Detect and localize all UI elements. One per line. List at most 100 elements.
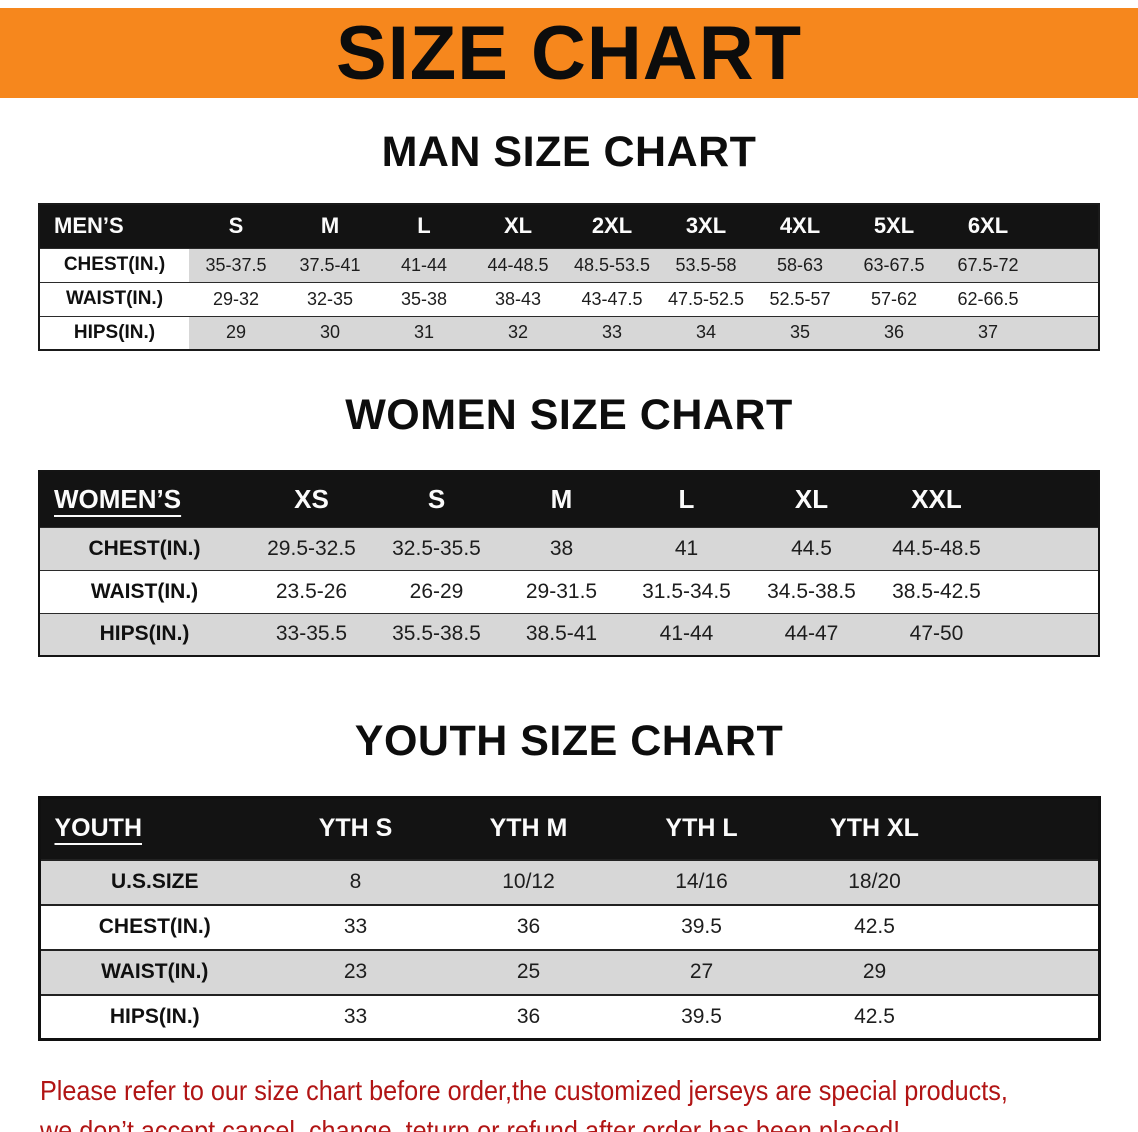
men-col-header-l: L xyxy=(377,204,471,248)
size-cell: 37.5-41 xyxy=(283,248,377,282)
row-label: HIPS(IN.) xyxy=(73,321,156,343)
women-table-corner-label: WOMEN’S xyxy=(39,471,249,527)
size-cell: 38.5-41 xyxy=(499,613,624,656)
size-cell: 32-35 xyxy=(306,288,354,309)
size-cell: 39.5 xyxy=(681,1004,722,1028)
size-cell: 32.5-35.5 xyxy=(374,527,499,570)
men-col-header-4xl: 4XL xyxy=(753,204,847,248)
size-cell: 31.5-34.5 xyxy=(642,579,731,603)
size-cell: 42.5 xyxy=(854,1004,895,1028)
row-label: WAIST(IN.) xyxy=(39,949,269,995)
spacer-cell xyxy=(999,527,1099,570)
youth-section: YOUTH SIZE CHART YOUTH YTH S YTH M YTH L… xyxy=(0,717,1138,1041)
men-col-header-s: S xyxy=(189,204,283,248)
size-cell: 29 xyxy=(788,949,961,995)
spacer-cell xyxy=(1035,248,1099,282)
size-cell: 8 xyxy=(269,859,442,905)
size-cell: 36 xyxy=(847,316,941,350)
disclaimer-line-1: Please refer to our size chart before or… xyxy=(40,1075,1008,1106)
spacer-cell xyxy=(961,905,1099,950)
youth-size-table: YOUTH YTH S YTH M YTH L YTH XL U.S.SIZE … xyxy=(37,796,1101,1041)
youth-row-ussize: U.S.SIZE 8 10/12 14/16 18/20 xyxy=(39,859,1099,905)
row-label: HIPS(IN.) xyxy=(39,613,249,656)
disclaimer: Please refer to our size chart before or… xyxy=(40,1071,1138,1132)
size-cell: 47.5-52.5 xyxy=(667,288,745,309)
youth-table-header-row: YOUTH YTH S YTH M YTH L YTH XL xyxy=(39,797,1099,860)
men-col-header-m: M xyxy=(283,204,377,248)
size-cell: 23.5-26 xyxy=(275,579,348,603)
women-size-table: WOMEN’S XS S M L XL XXL CHEST(IN.) 29.5-… xyxy=(38,470,1100,657)
size-cell: 35.5-38.5 xyxy=(374,613,499,656)
men-size-table: MEN’S S M L XL 2XL 3XL 4XL 5XL 6XL CHEST… xyxy=(38,203,1100,351)
women-col-header-m: M xyxy=(499,471,624,527)
spacer-cell xyxy=(1035,282,1099,316)
size-cell: 38.5-42.5 xyxy=(892,579,981,603)
size-cell: 38 xyxy=(499,527,624,570)
size-cell: 33 xyxy=(565,316,659,350)
size-cell: 42.5 xyxy=(854,915,895,938)
men-col-header-6xl: 6XL xyxy=(941,204,1035,248)
row-label: U.S.SIZE xyxy=(39,859,269,905)
size-cell: 18/20 xyxy=(788,859,961,905)
size-cell: 37 xyxy=(941,316,1035,350)
youth-section-heading: YOUTH SIZE CHART xyxy=(354,717,784,765)
size-cell: 44.5 xyxy=(749,527,874,570)
size-cell: 38-43 xyxy=(494,288,542,309)
men-section: MAN SIZE CHART MEN’S S M L XL 2XL 3XL 4X… xyxy=(0,128,1138,351)
size-cell: 23 xyxy=(269,949,442,995)
size-cell: 32 xyxy=(471,316,565,350)
size-cell: 29 xyxy=(189,316,283,350)
size-cell: 29.5-32.5 xyxy=(249,527,374,570)
size-cell: 31 xyxy=(377,316,471,350)
size-cell: 52.5-57 xyxy=(769,288,831,309)
size-cell: 36 xyxy=(516,915,541,938)
size-cell: 33 xyxy=(343,1004,368,1028)
youth-row-hips: HIPS(IN.) 33 36 39.5 42.5 xyxy=(39,994,1099,1040)
size-cell: 53.5-58 xyxy=(659,248,753,282)
size-cell: 58-63 xyxy=(753,248,847,282)
youth-row-waist: WAIST(IN.) 23 25 27 29 xyxy=(39,949,1099,995)
row-label: HIPS(IN.) xyxy=(109,1004,200,1028)
women-row-waist: WAIST(IN.) 23.5-26 26-29 29-31.5 31.5-34… xyxy=(39,570,1099,613)
row-label: WAIST(IN.) xyxy=(65,288,164,309)
women-col-header-xxl: XXL xyxy=(874,471,999,527)
size-cell: 25 xyxy=(442,949,615,995)
spacer-cell xyxy=(961,949,1099,995)
size-cell: 34.5-38.5 xyxy=(767,579,856,603)
men-row-chest: CHEST(IN.) 35-37.5 37.5-41 41-44 44-48.5… xyxy=(39,248,1099,282)
row-label: WAIST(IN.) xyxy=(90,579,199,603)
size-cell: 29-32 xyxy=(212,288,260,309)
men-table-header-row: MEN’S S M L XL 2XL 3XL 4XL 5XL 6XL xyxy=(39,204,1099,248)
size-cell: 57-62 xyxy=(870,288,918,309)
size-cell: 29-31.5 xyxy=(525,579,598,603)
size-cell: 33 xyxy=(343,915,368,938)
women-row-chest: CHEST(IN.) 29.5-32.5 32.5-35.5 38 41 44.… xyxy=(39,527,1099,570)
spacer-cell xyxy=(999,613,1099,656)
size-cell: 67.5-72 xyxy=(941,248,1035,282)
men-col-header-2xl: 2XL xyxy=(565,204,659,248)
women-col-header-xl: XL xyxy=(749,471,874,527)
women-col-header-xs: XS xyxy=(249,471,374,527)
size-cell: 47-50 xyxy=(874,613,999,656)
disclaimer-line-2: we don’t accept cancel, change, teturn o… xyxy=(40,1114,901,1132)
men-row-waist: WAIST(IN.) 29-32 32-35 35-38 38-43 43-47… xyxy=(39,282,1099,316)
size-cell: 41-44 xyxy=(377,248,471,282)
spacer-cell xyxy=(999,471,1099,527)
size-cell: 35 xyxy=(753,316,847,350)
row-label: CHEST(IN.) xyxy=(98,915,211,938)
size-cell: 35-38 xyxy=(400,288,448,309)
women-col-header-l: L xyxy=(624,471,749,527)
men-col-header-xl: XL xyxy=(471,204,565,248)
men-table-corner-label: MEN’S xyxy=(39,204,189,248)
youth-table-corner-label: YOUTH xyxy=(39,797,269,860)
size-cell: 35-37.5 xyxy=(189,248,283,282)
women-section-heading: WOMEN SIZE CHART xyxy=(345,391,793,439)
size-cell: 41 xyxy=(624,527,749,570)
banner: SIZE CHART xyxy=(0,8,1138,98)
youth-row-chest: CHEST(IN.) 33 36 39.5 42.5 xyxy=(39,904,1099,950)
row-label: CHEST(IN.) xyxy=(63,254,166,275)
size-cell: 33-35.5 xyxy=(249,613,374,656)
spacer-cell xyxy=(1035,316,1099,350)
youth-col-header-m: YTH M xyxy=(442,797,615,860)
size-cell: 63-67.5 xyxy=(847,248,941,282)
